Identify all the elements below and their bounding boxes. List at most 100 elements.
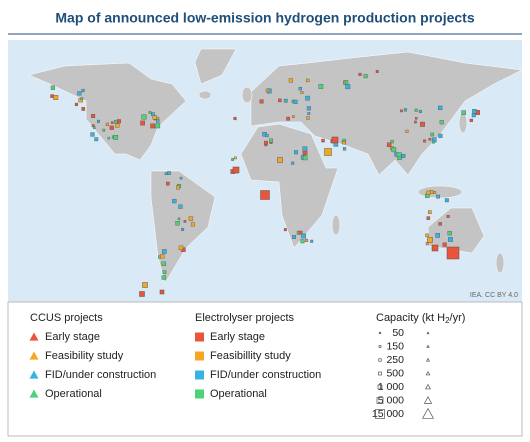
capacity-label: 15 000 [372, 408, 404, 420]
ccus-symbol [29, 351, 39, 360]
project-marker [102, 128, 106, 132]
project-marker [114, 119, 118, 124]
project-marker [442, 242, 447, 247]
credit: IEA. CC BY 4.0 [470, 292, 518, 299]
project-marker [278, 98, 282, 103]
greenland [194, 48, 237, 85]
title: Map of announced low-emission hydrogen p… [55, 10, 474, 26]
project-marker [109, 125, 114, 130]
madagascar [331, 214, 341, 236]
project-marker [414, 108, 418, 112]
capacity-label: 1 000 [378, 381, 404, 393]
project-marker [155, 123, 161, 129]
indonesia [417, 185, 463, 199]
project-marker [188, 216, 194, 221]
project-marker [265, 88, 270, 93]
ccus-legend-title: CCUS projects [30, 312, 103, 324]
ccus-symbol [29, 370, 39, 379]
ccus-label: Early stage [45, 331, 100, 343]
project-marker [150, 123, 155, 129]
project-marker [400, 109, 403, 113]
project-marker [232, 166, 240, 174]
project-marker [233, 116, 237, 121]
electrolyser-legend-title: Electrolyser projects [195, 312, 295, 324]
project-marker [292, 235, 297, 239]
project-marker [324, 148, 332, 156]
electrolyser-label: Early stage [210, 331, 265, 343]
project-marker [428, 138, 432, 141]
ccus-symbol [29, 389, 39, 398]
capacity-triangle [423, 396, 433, 404]
project-marker [178, 245, 184, 251]
project-marker [116, 119, 121, 124]
project-marker [96, 119, 100, 123]
project-marker [306, 116, 310, 120]
capacity-square [377, 384, 383, 390]
project-marker [167, 171, 171, 175]
project-marker [331, 136, 339, 144]
capacity-square [376, 397, 384, 404]
project-marker [80, 97, 84, 100]
project-marker [298, 230, 303, 235]
project-marker [401, 154, 406, 158]
project-marker [172, 198, 177, 204]
project-marker [447, 230, 452, 236]
capacity-triangle [425, 357, 431, 362]
project-markers [50, 70, 480, 297]
capacity-triangle [426, 331, 430, 335]
electrolyser-symbol [195, 332, 204, 342]
project-marker [446, 246, 460, 260]
project-marker [164, 172, 168, 175]
capacity-square [378, 345, 382, 348]
project-marker [294, 150, 298, 155]
africa [240, 123, 339, 249]
project-marker [446, 214, 450, 218]
electrolyser-label: Operational [210, 388, 267, 400]
project-marker [291, 161, 295, 165]
project-marker [107, 136, 111, 140]
capacity-label: 5 000 [378, 394, 404, 406]
project-marker [304, 238, 309, 243]
capacity-legend-title: Capacity (kt H2/yr) [376, 312, 465, 325]
capacity-triangle [425, 370, 431, 376]
project-marker [286, 116, 290, 121]
electrolyser-label: FID/under construction [210, 369, 321, 381]
project-marker [306, 106, 311, 111]
project-marker [390, 139, 394, 144]
project-marker [142, 282, 148, 288]
project-marker [438, 133, 443, 138]
project-marker [438, 105, 443, 111]
australia [427, 207, 485, 254]
project-marker [305, 95, 310, 101]
project-marker [461, 110, 466, 115]
project-marker [105, 122, 110, 127]
capacity-title-b: /yr) [450, 312, 466, 324]
project-marker [298, 86, 303, 91]
project-marker [288, 78, 293, 83]
project-marker [358, 72, 362, 76]
project-marker [94, 137, 99, 142]
ccus-label: Feasibility study [45, 350, 124, 362]
project-marker [436, 194, 440, 199]
project-marker [90, 132, 95, 137]
project-marker [342, 147, 347, 151]
project-marker [283, 228, 287, 232]
project-marker [472, 109, 477, 114]
project-marker [160, 254, 165, 259]
project-marker [277, 157, 283, 163]
project-marker [81, 107, 86, 111]
project-marker [148, 111, 152, 114]
project-marker [310, 239, 314, 243]
project-marker [234, 156, 237, 160]
project-marker [302, 146, 308, 152]
project-marker [283, 98, 288, 103]
project-marker [293, 99, 298, 104]
project-marker [166, 181, 170, 186]
japan [458, 112, 468, 134]
project-marker [430, 132, 434, 137]
project-marker [175, 221, 180, 226]
project-marker [141, 114, 147, 120]
capacity-square [375, 409, 385, 419]
